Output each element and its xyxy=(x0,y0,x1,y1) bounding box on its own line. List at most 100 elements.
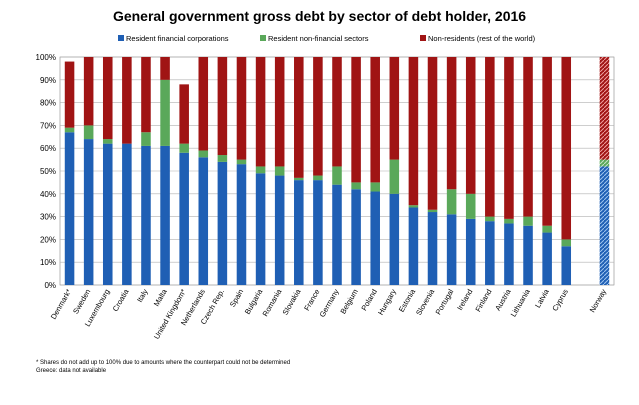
bar-non-residents-rest-of-the-world-slovakia xyxy=(294,57,304,178)
bar-resident-financial-corporations-croatia xyxy=(122,143,132,285)
bar-resident-financial-corporations-hungary xyxy=(389,193,400,285)
bar-non-residents-rest-of-the-world-sweden xyxy=(83,57,94,126)
y-tick-label: 90% xyxy=(40,76,56,85)
x-tick-label: Hungary xyxy=(376,287,398,316)
bar-resident-non-financial-sectors-portugal xyxy=(446,189,457,215)
bar-resident-financial-corporations-netherlands xyxy=(198,157,209,285)
bar-non-residents-rest-of-the-world-united-kingdom xyxy=(179,84,189,144)
bar-non-residents-rest-of-the-world-estonia xyxy=(408,57,419,206)
x-tick-label: France xyxy=(302,288,321,313)
y-tick-label: 60% xyxy=(40,144,56,153)
bar-resident-financial-corporations-italy xyxy=(141,145,151,285)
x-tick-label: Spain xyxy=(228,288,245,309)
x-tick-label: Malta xyxy=(152,287,169,308)
bar-non-residents-rest-of-the-world-netherlands xyxy=(198,57,209,151)
x-tick-label: Croatia xyxy=(111,287,131,313)
bar-resident-financial-corporations-malta xyxy=(160,145,170,285)
bar-resident-financial-corporations-lithuania xyxy=(523,225,533,285)
bar-non-residents-rest-of-the-world-france xyxy=(313,57,323,176)
bar-resident-non-financial-sectors-czech-rep xyxy=(217,155,228,162)
bar-resident-non-financial-sectors-united-kingdom xyxy=(179,143,189,153)
x-tick-label: Portugal xyxy=(434,287,456,316)
bar-resident-financial-corporations-slovenia xyxy=(427,212,438,285)
x-tick-label: Finland xyxy=(473,288,493,314)
bar-resident-non-financial-sectors-netherlands xyxy=(198,150,209,158)
x-tick-label: Belgium xyxy=(338,288,359,316)
bar-resident-financial-corporations-poland xyxy=(370,191,380,285)
bar-non-residents-rest-of-the-world-finland xyxy=(485,57,495,217)
bar-resident-non-financial-sectors-denmark xyxy=(64,127,75,133)
bar-non-residents-rest-of-the-world-spain xyxy=(236,57,247,160)
bar-non-residents-rest-of-the-world-denmark xyxy=(64,61,75,128)
y-tick-label: 20% xyxy=(40,235,56,244)
bar-resident-non-financial-sectors-spain xyxy=(236,159,247,165)
x-tick-label: Slovakia xyxy=(281,287,303,317)
y-tick-label: 10% xyxy=(40,258,56,267)
bar-resident-financial-corporations-germany xyxy=(332,184,342,285)
x-tick-label: Ireland xyxy=(455,288,474,312)
bar-resident-non-financial-sectors-sweden xyxy=(83,125,94,140)
chart-title: General government gross debt by sector … xyxy=(112,8,527,24)
bar-non-residents-rest-of-the-world-czech-rep xyxy=(217,57,228,156)
bar-resident-non-financial-sectors-malta xyxy=(160,79,170,146)
legend-label-resident-financial-corporations: Resident financial corporations xyxy=(126,34,229,43)
bar-non-residents-rest-of-the-world-ireland xyxy=(465,57,476,194)
bar-non-residents-rest-of-the-world-malta xyxy=(160,57,170,80)
bar-resident-non-financial-sectors-latvia xyxy=(542,225,552,233)
bar-resident-non-financial-sectors-poland xyxy=(370,182,380,192)
bar-resident-non-financial-sectors-slovenia xyxy=(427,209,438,213)
bar-resident-non-financial-sectors-austria xyxy=(504,218,514,224)
bar-non-residents-rest-of-the-world-latvia xyxy=(542,57,552,226)
x-tick-label: Estonia xyxy=(397,287,418,314)
legend-swatch-non-residents-rest-of-the-world xyxy=(420,35,426,41)
bar-resident-non-financial-sectors-cyprus xyxy=(561,239,572,247)
x-tick-label: Denmark* xyxy=(49,287,74,320)
y-tick-label: 80% xyxy=(40,99,56,108)
bar-resident-non-financial-sectors-ireland xyxy=(465,193,476,219)
y-tick-label: 40% xyxy=(40,190,56,199)
bar-non-residents-rest-of-the-world-germany xyxy=(332,57,342,167)
x-tick-label: Poland xyxy=(359,288,378,313)
legend-label-resident-non-financial-sectors: Resident non-financial sectors xyxy=(268,34,369,43)
bar-non-residents-rest-of-the-world-cyprus xyxy=(561,57,572,240)
bar-non-residents-rest-of-the-world-romania xyxy=(274,57,285,167)
x-tick-label: Norway xyxy=(588,287,609,314)
bar-resident-non-financial-sectors-hungary xyxy=(389,159,400,194)
bar-resident-financial-corporations-estonia xyxy=(408,207,419,285)
x-tick-label: Romania xyxy=(261,287,284,318)
bar-resident-financial-corporations-norway xyxy=(599,166,610,285)
bar-resident-financial-corporations-portugal xyxy=(446,214,457,285)
x-tick-label: Lithuania xyxy=(509,287,532,319)
bar-resident-non-financial-sectors-finland xyxy=(485,216,495,222)
bar-non-residents-rest-of-the-world-luxembourg xyxy=(102,57,113,140)
bar-resident-financial-corporations-bulgaria xyxy=(255,173,266,285)
bar-non-residents-rest-of-the-world-slovenia xyxy=(427,57,438,210)
x-tick-label: Italy xyxy=(135,287,150,304)
bar-resident-financial-corporations-latvia xyxy=(542,232,552,285)
bar-non-residents-rest-of-the-world-croatia xyxy=(122,57,132,144)
bar-non-residents-rest-of-the-world-poland xyxy=(370,57,380,183)
footnote-shares: * Shares do not add up to 100% due to am… xyxy=(36,360,291,366)
footnote-greece: Greece: data not available xyxy=(36,368,107,374)
bar-resident-non-financial-sectors-france xyxy=(313,175,323,181)
bar-resident-financial-corporations-czech-rep xyxy=(217,161,228,285)
bar-resident-financial-corporations-slovakia xyxy=(294,180,304,285)
bar-resident-financial-corporations-austria xyxy=(504,223,514,285)
bar-resident-financial-corporations-romania xyxy=(274,175,285,285)
bar-resident-non-financial-sectors-romania xyxy=(274,166,285,176)
x-tick-label: Latvia xyxy=(533,287,551,310)
bar-resident-financial-corporations-finland xyxy=(485,221,495,285)
legend-swatch-resident-financial-corporations xyxy=(118,35,124,41)
legend-label-non-residents-rest-of-the-world: Non-residents (rest of the world) xyxy=(428,34,536,43)
bar-resident-non-financial-sectors-lithuania xyxy=(523,216,533,226)
bar-non-residents-rest-of-the-world-lithuania xyxy=(523,57,533,217)
bar-non-residents-rest-of-the-world-bulgaria xyxy=(255,57,266,167)
legend-swatch-resident-non-financial-sectors xyxy=(260,35,266,41)
bar-resident-non-financial-sectors-belgium xyxy=(351,182,361,190)
bar-non-residents-rest-of-the-world-austria xyxy=(504,57,514,219)
bar-resident-financial-corporations-france xyxy=(313,180,323,285)
x-tick-label: Austria xyxy=(493,287,513,312)
bar-resident-financial-corporations-spain xyxy=(236,164,247,285)
